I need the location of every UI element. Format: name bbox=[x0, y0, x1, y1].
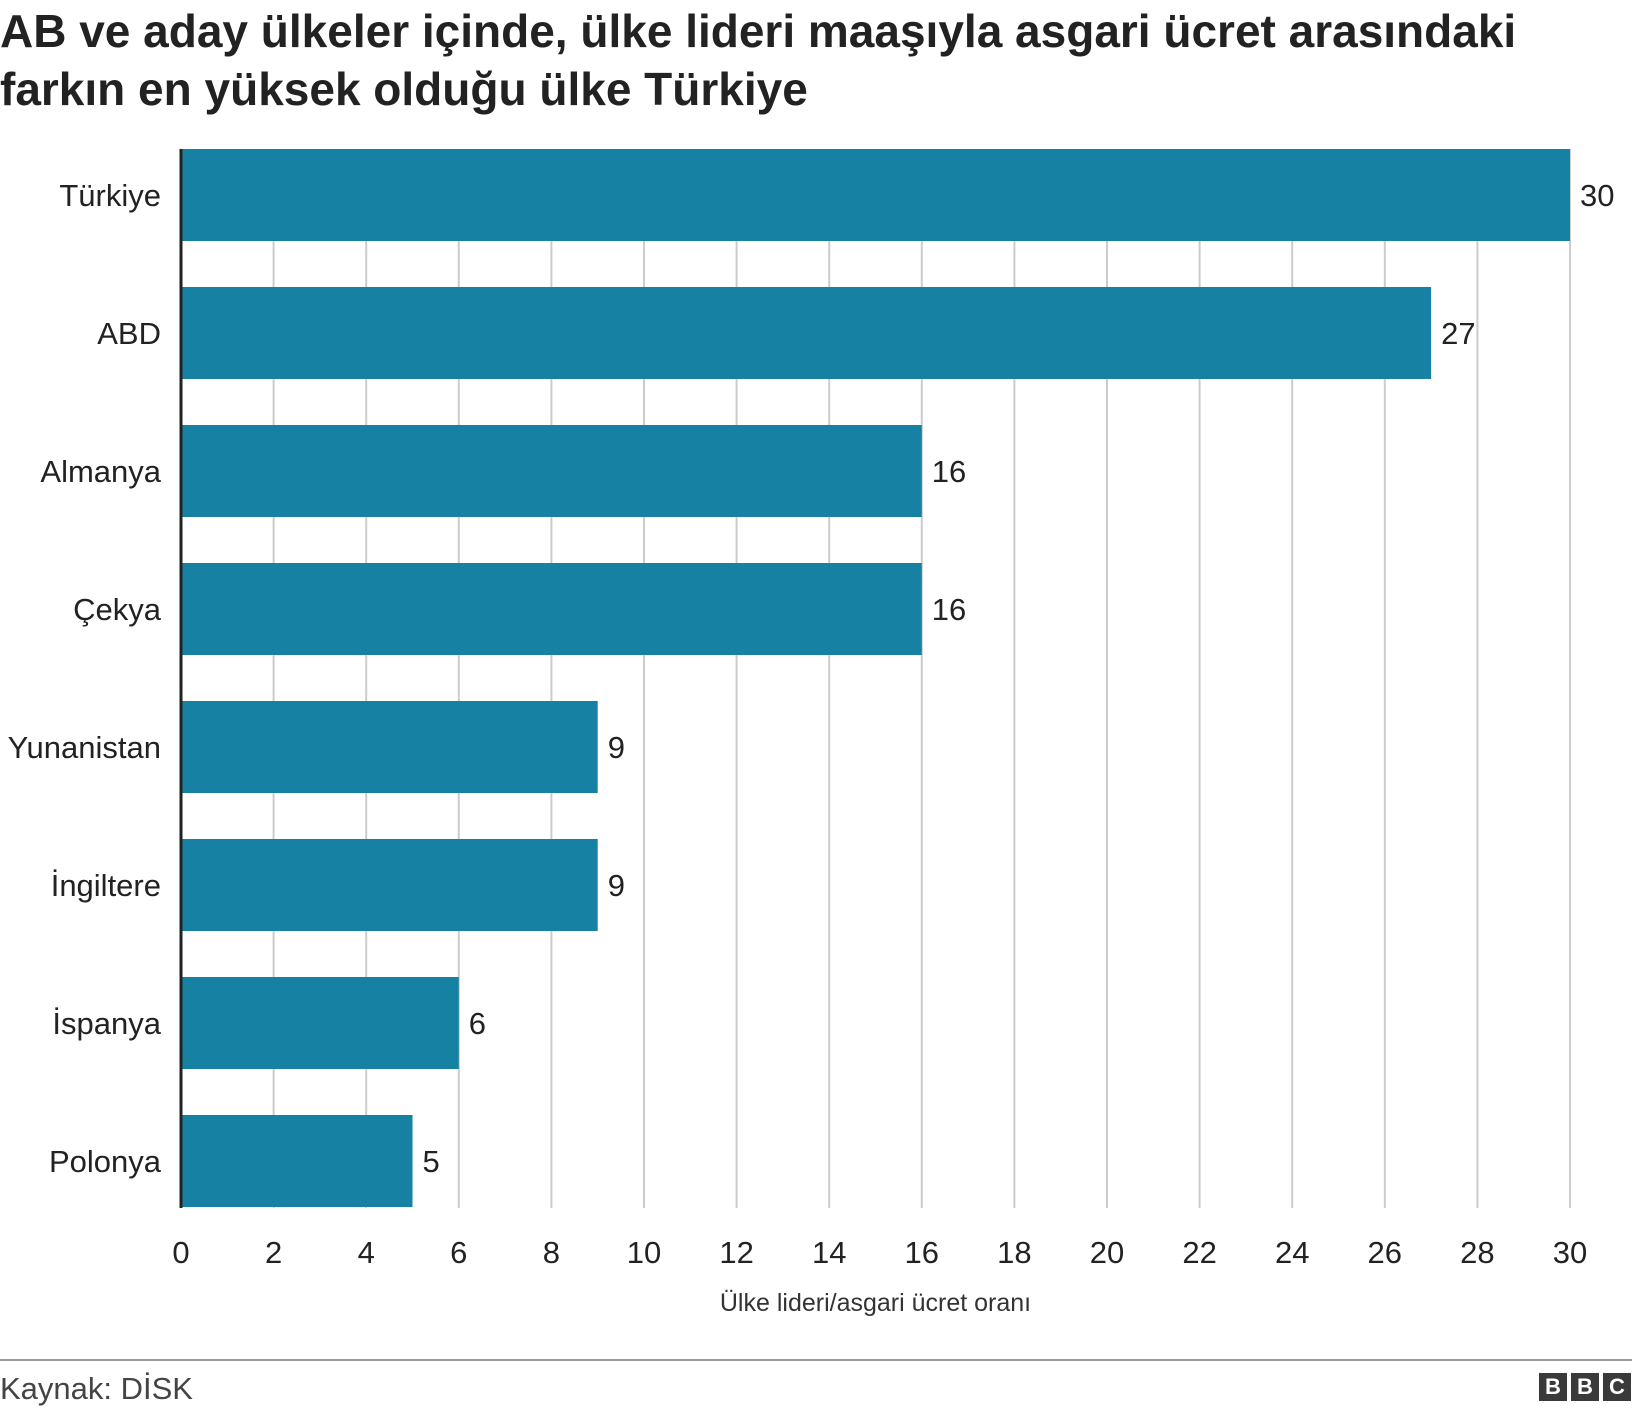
category-label: Polonya bbox=[49, 1144, 162, 1179]
category-label: Çekya bbox=[73, 592, 162, 627]
data-label: 30 bbox=[1580, 178, 1614, 213]
x-tick-label: 8 bbox=[543, 1235, 560, 1270]
data-labels: 30 27 16 16 9 9 6 5 bbox=[423, 178, 1615, 1179]
bar bbox=[181, 977, 459, 1069]
bar bbox=[181, 425, 922, 517]
x-tick-label: 24 bbox=[1275, 1235, 1309, 1270]
bar-chart: 30 27 16 16 9 9 6 5 Türkiye ABD Almanya Çekya Yunan… bbox=[8, 149, 1615, 1317]
data-label: 9 bbox=[608, 730, 625, 765]
x-tick-label: 30 bbox=[1553, 1235, 1587, 1270]
x-tick-label: 20 bbox=[1090, 1235, 1124, 1270]
bbc-logo: B B C bbox=[1539, 1373, 1631, 1401]
x-tick-label: 16 bbox=[905, 1235, 939, 1270]
x-tick-label: 2 bbox=[265, 1235, 282, 1270]
x-tick-label: 12 bbox=[719, 1235, 753, 1270]
x-tick-label: 18 bbox=[997, 1235, 1031, 1270]
bar bbox=[181, 1115, 413, 1207]
bar bbox=[181, 701, 598, 793]
x-tick-label: 14 bbox=[812, 1235, 846, 1270]
x-tick-label: 6 bbox=[450, 1235, 467, 1270]
bar bbox=[181, 563, 922, 655]
x-axis-title: Ülke lideri/asgari ücret oranı bbox=[720, 1289, 1031, 1317]
x-tick-label: 26 bbox=[1368, 1235, 1402, 1270]
bar bbox=[181, 149, 1570, 241]
category-label: Yunanistan bbox=[8, 730, 161, 765]
x-tick-label: 4 bbox=[358, 1235, 375, 1270]
data-label: 16 bbox=[932, 454, 966, 489]
footer-divider bbox=[0, 1359, 1632, 1361]
x-tick-label: 0 bbox=[172, 1235, 189, 1270]
x-tick-label: 22 bbox=[1182, 1235, 1216, 1270]
category-label: Türkiye bbox=[59, 178, 161, 213]
chart-title: AB ve aday ülkeler içinde, ülke lideri m… bbox=[0, 5, 1517, 115]
category-label: Almanya bbox=[40, 454, 161, 489]
category-label: ABD bbox=[97, 316, 161, 351]
bar bbox=[181, 839, 598, 931]
logo-letter: C bbox=[1603, 1373, 1631, 1401]
data-label: 16 bbox=[932, 592, 966, 627]
bars bbox=[181, 149, 1570, 1207]
source-text: Kaynak: DİSK bbox=[0, 1371, 193, 1406]
category-labels: Türkiye ABD Almanya Çekya Yunanistan İngilter… bbox=[8, 178, 162, 1179]
logo-letter: B bbox=[1571, 1373, 1599, 1401]
data-label: 27 bbox=[1441, 316, 1475, 351]
data-label: 6 bbox=[469, 1006, 486, 1041]
bar bbox=[181, 287, 1432, 379]
x-tick-labels: 0 2 4 6 8 10 12 14 16 18 20 22 24 26 28 30 bbox=[172, 1235, 1587, 1270]
x-tick-label: 10 bbox=[627, 1235, 661, 1270]
category-label: İspanya bbox=[52, 1006, 161, 1041]
data-label: 5 bbox=[423, 1144, 440, 1179]
x-tick-label: 28 bbox=[1460, 1235, 1494, 1270]
category-label: İngiltere bbox=[51, 868, 161, 903]
data-label: 9 bbox=[608, 868, 625, 903]
logo-letter: B bbox=[1539, 1373, 1567, 1401]
